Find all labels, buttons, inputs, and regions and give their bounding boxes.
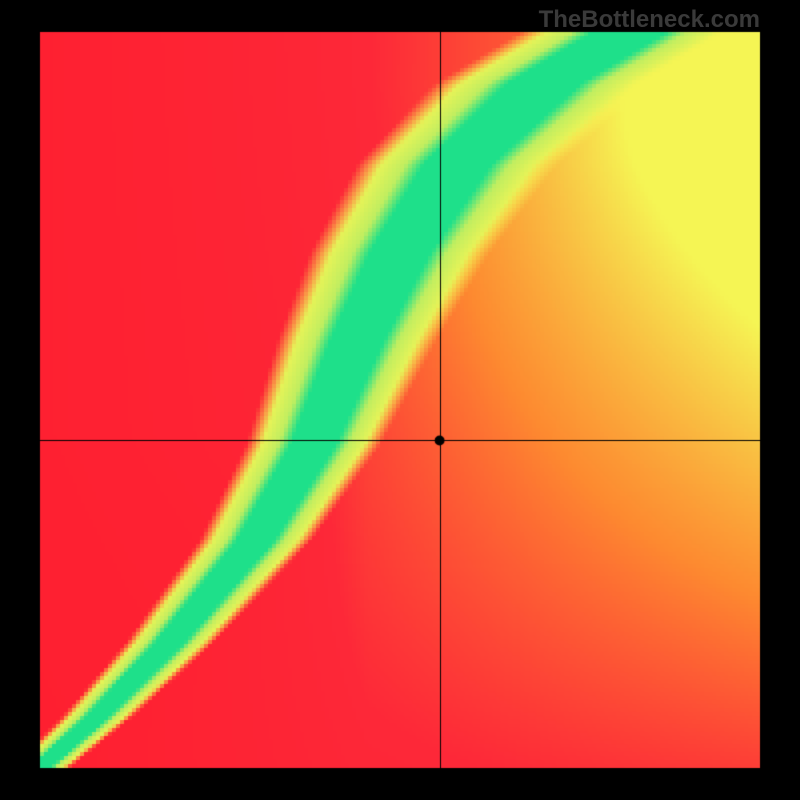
- heatmap-canvas: [0, 0, 800, 800]
- watermark-text: TheBottleneck.com: [539, 6, 760, 34]
- chart-container: TheBottleneck.com: [0, 0, 800, 800]
